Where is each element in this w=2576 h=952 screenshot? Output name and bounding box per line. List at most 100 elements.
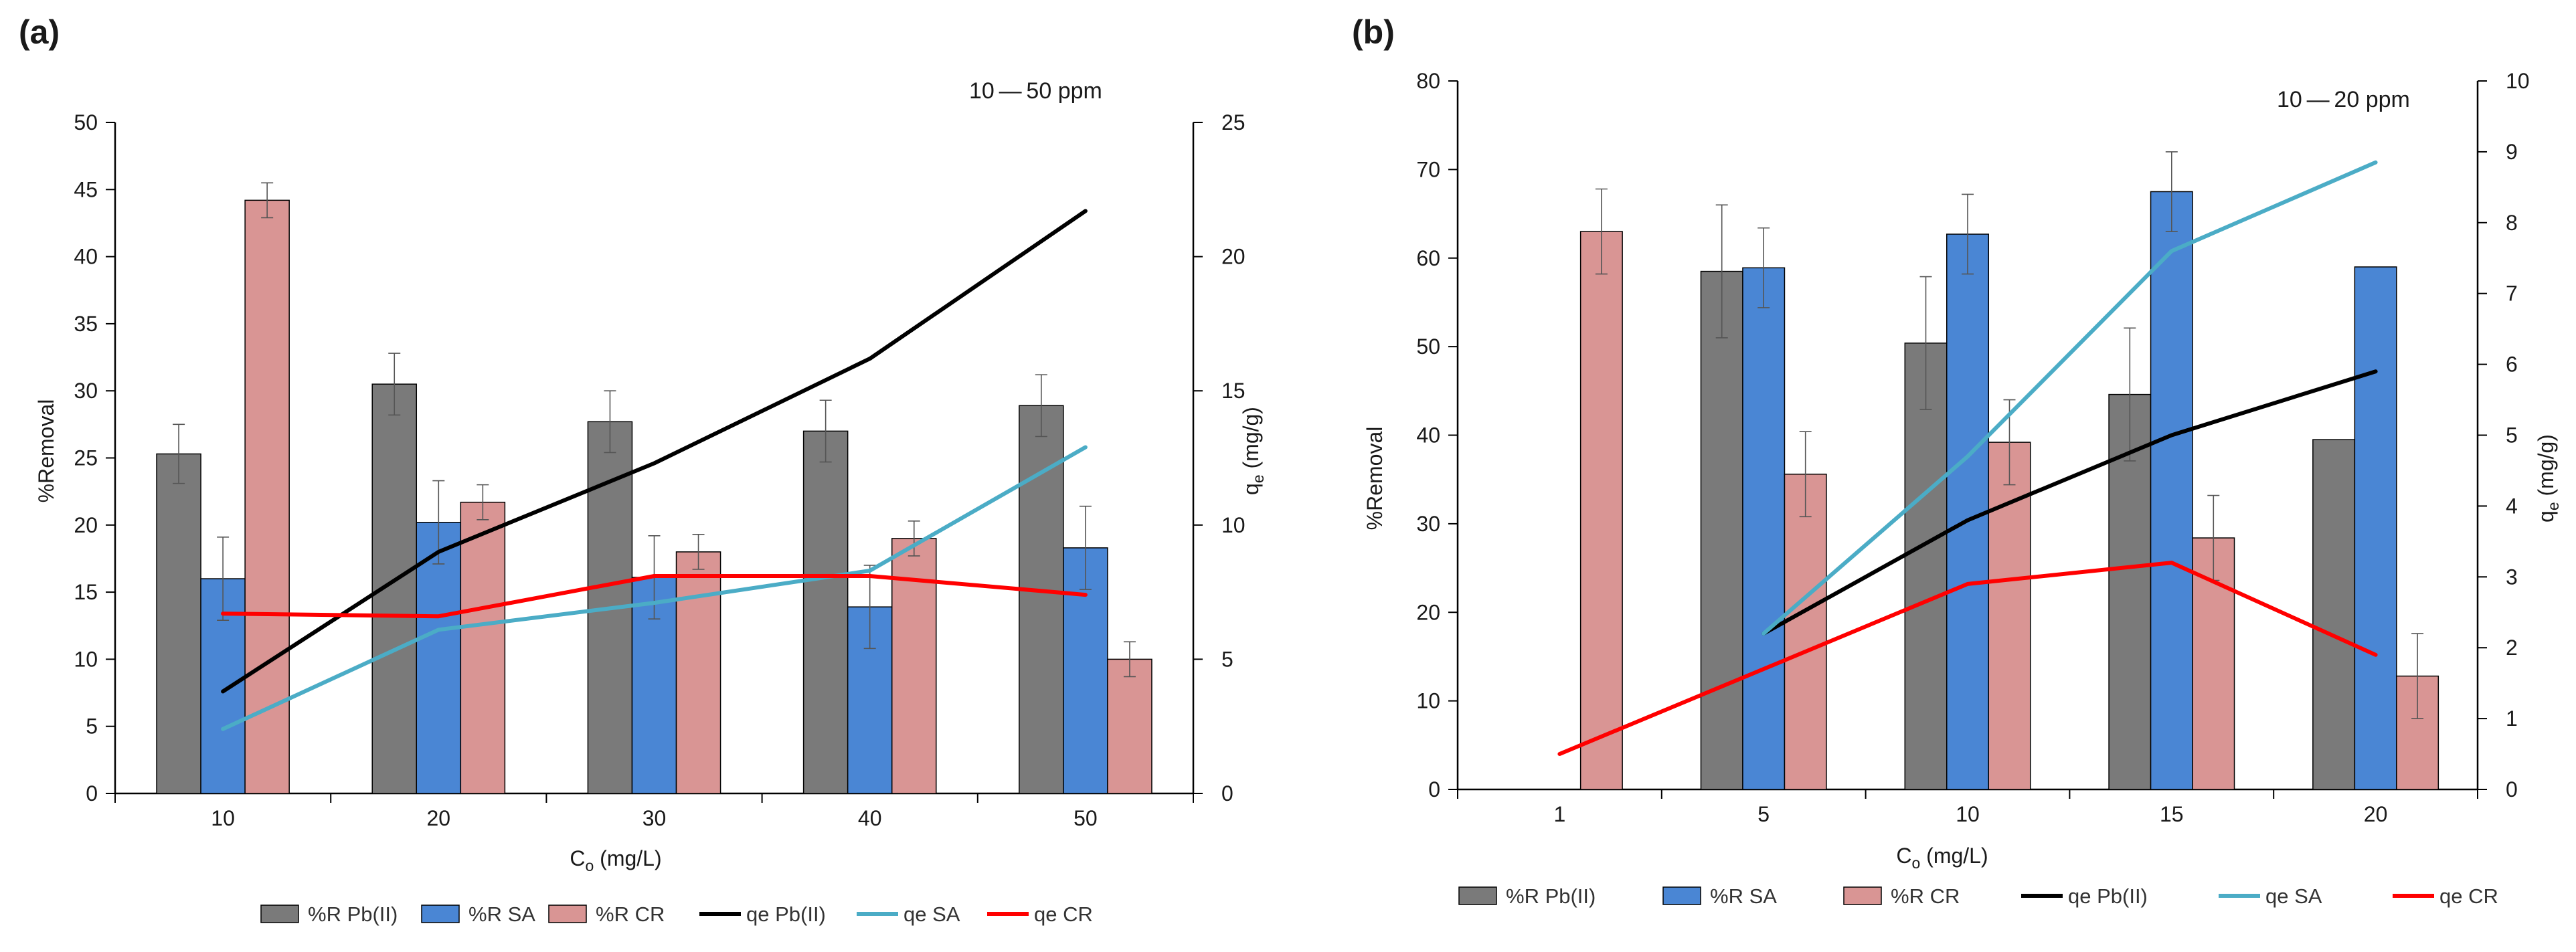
panel-b-bars (1579, 191, 2439, 790)
x-tick-label: 10 (211, 806, 235, 830)
panel-a-tick-labels: 0 5 10 15 20 25 30 35 40 45 50 0 5 10 15 20 25 10 20 30 40 50 (74, 110, 1245, 830)
panel-a-y-axis-title: %Removal (34, 399, 58, 503)
y2-tick-label: 6 (2506, 353, 2518, 377)
panel-a: (a) 10 — 50 ppm 0 5 10 15 20 25 30 35 40 45 50 0 5 10… (19, 13, 1267, 926)
y2-tick-label: 15 (1221, 379, 1246, 403)
line-qe-sa (1762, 160, 2378, 636)
y2-tick-label: 8 (2506, 211, 2518, 235)
y-tick-label: 15 (74, 580, 98, 604)
legend-label-r-sa: %R SA (468, 902, 535, 926)
panel-b-y2-axis-title: qe (mg/g) (2534, 434, 2562, 522)
bar-r-cr-10 (244, 199, 290, 794)
y-tick-label: 20 (1416, 600, 1440, 624)
legend-label-r-pb-ii: %R Pb(II) (1506, 884, 1596, 908)
line-qe-cr (221, 574, 1088, 619)
legend-swatch-r-sa (1662, 886, 1701, 905)
x-tick-label: 50 (1074, 806, 1098, 830)
y2-tick-label: 0 (1221, 781, 1233, 805)
bar-r-cr-50 (1107, 658, 1152, 794)
panel-a-legend: %R Pb(II) %R SA %R CR qe Pb(II) qe SA qe CR (260, 902, 1093, 926)
panel-a-letter: (a) (19, 13, 60, 51)
bar-r-cr-20 (460, 501, 506, 794)
panel-b-y-axis-title: %Removal (1363, 427, 1387, 531)
legend-label-qe-cr: qe CR (2439, 884, 2498, 908)
bar-r-sa-20 (2354, 266, 2397, 790)
panel-a-lines (221, 209, 1088, 731)
bar-r-pb-ii-10 (1904, 343, 1948, 790)
legend-label-r-pb-ii: %R Pb(II) (308, 902, 398, 926)
x-tick-label: 30 (642, 806, 667, 830)
bar-r-sa-5 (1742, 267, 1786, 790)
y2-tick-label: 4 (2506, 494, 2518, 518)
bar-r-cr-1 (1579, 231, 1623, 790)
legend-label-qe-cr: qe CR (1034, 902, 1093, 926)
y-tick-label: 25 (74, 446, 98, 470)
bar-r-cr-30 (675, 551, 721, 794)
y-tick-label: 0 (1428, 777, 1440, 801)
bar-r-pb-ii-10 (156, 453, 201, 794)
y-tick-label: 5 (86, 715, 98, 739)
y2-tick-label: 0 (2506, 777, 2518, 801)
x-tick-label: 40 (858, 806, 882, 830)
y-tick-label: 30 (74, 379, 98, 403)
panel-a-error-bars (173, 182, 1136, 678)
x-tick-label: 1 (1554, 802, 1566, 826)
y-tick-label: 70 (1416, 157, 1440, 181)
line-qe-cr (1557, 561, 2378, 756)
bar-r-pb-ii-40 (802, 430, 849, 794)
line-qe-pb-ii (221, 209, 1088, 694)
y2-tick-label: 20 (1221, 245, 1246, 269)
y-tick-label: 10 (1416, 689, 1440, 713)
y2-tick-label: 2 (2506, 636, 2518, 660)
panel-a-y2-axis-title: qe (mg/g) (1239, 407, 1267, 495)
bar-r-sa-15 (2150, 191, 2193, 790)
y-tick-label: 40 (74, 245, 98, 269)
line-qe-pb-ii (1762, 369, 2378, 636)
line-qe-sa (221, 445, 1088, 731)
legend-label-qe-sa: qe SA (2265, 884, 2322, 908)
x-tick-label: 20 (2364, 802, 2388, 826)
y-tick-label: 80 (1416, 69, 1440, 93)
panel-a-bars (156, 199, 1152, 794)
panel-b-error-bars (1595, 151, 2424, 719)
panel-b-lines (1557, 160, 2378, 756)
panel-b-concentration-annotation: 10 — 20 ppm (2277, 87, 2410, 112)
legend-label-r-sa: %R SA (1710, 884, 1777, 908)
y-tick-label: 60 (1416, 246, 1440, 270)
y2-tick-label: 5 (1221, 647, 1233, 671)
y2-tick-label: 9 (2506, 140, 2518, 164)
y-tick-label: 30 (1416, 512, 1440, 536)
y-tick-label: 35 (74, 312, 98, 336)
legend-swatch-r-cr (548, 905, 587, 923)
legend-swatch-r-cr (1843, 886, 1882, 905)
panel-b-x-axis-title: Co (mg/L) (1896, 844, 1988, 872)
y2-tick-label: 25 (1221, 110, 1246, 134)
legend-label-r-cr: %R CR (596, 902, 665, 926)
y-tick-label: 45 (74, 177, 98, 201)
legend-swatch-r-pb-ii (260, 905, 299, 923)
legend-swatch-r-pb-ii (1458, 886, 1497, 905)
bar-r-pb-ii-5 (1700, 270, 1743, 790)
y-tick-label: 0 (86, 781, 98, 805)
panel-a-x-axis-title: Co (mg/L) (570, 846, 661, 874)
legend-label-qe-pb-ii: qe Pb(II) (746, 902, 826, 926)
bar-r-pb-ii-20 (2312, 439, 2356, 790)
panel-a-concentration-annotation: 10 — 50 ppm (969, 78, 1102, 104)
y2-tick-label: 5 (2506, 423, 2518, 448)
x-tick-label: 15 (2160, 802, 2184, 826)
y2-tick-label: 10 (1221, 513, 1246, 537)
y2-tick-label: 1 (2506, 706, 2518, 731)
y-tick-label: 50 (1416, 335, 1440, 359)
legend-label-qe-pb-ii: qe Pb(II) (2068, 884, 2148, 908)
y2-tick-label: 7 (2506, 282, 2518, 306)
panel-b: (b) 10 — 20 ppm 0 10 20 30 40 50 60 70 80 0 1 2 3 4 5 6… (1352, 13, 2562, 908)
bar-r-cr-5 (1784, 473, 1827, 790)
y-tick-label: 50 (74, 110, 98, 134)
bar-r-sa-20 (416, 522, 462, 794)
y-tick-label: 40 (1416, 423, 1440, 448)
bar-r-cr-10 (1988, 442, 2031, 790)
panel-b-legend: %R Pb(II) %R SA %R CR qe Pb(II) qe SA qe CR (1458, 884, 2498, 908)
y2-tick-label: 10 (2506, 69, 2530, 93)
